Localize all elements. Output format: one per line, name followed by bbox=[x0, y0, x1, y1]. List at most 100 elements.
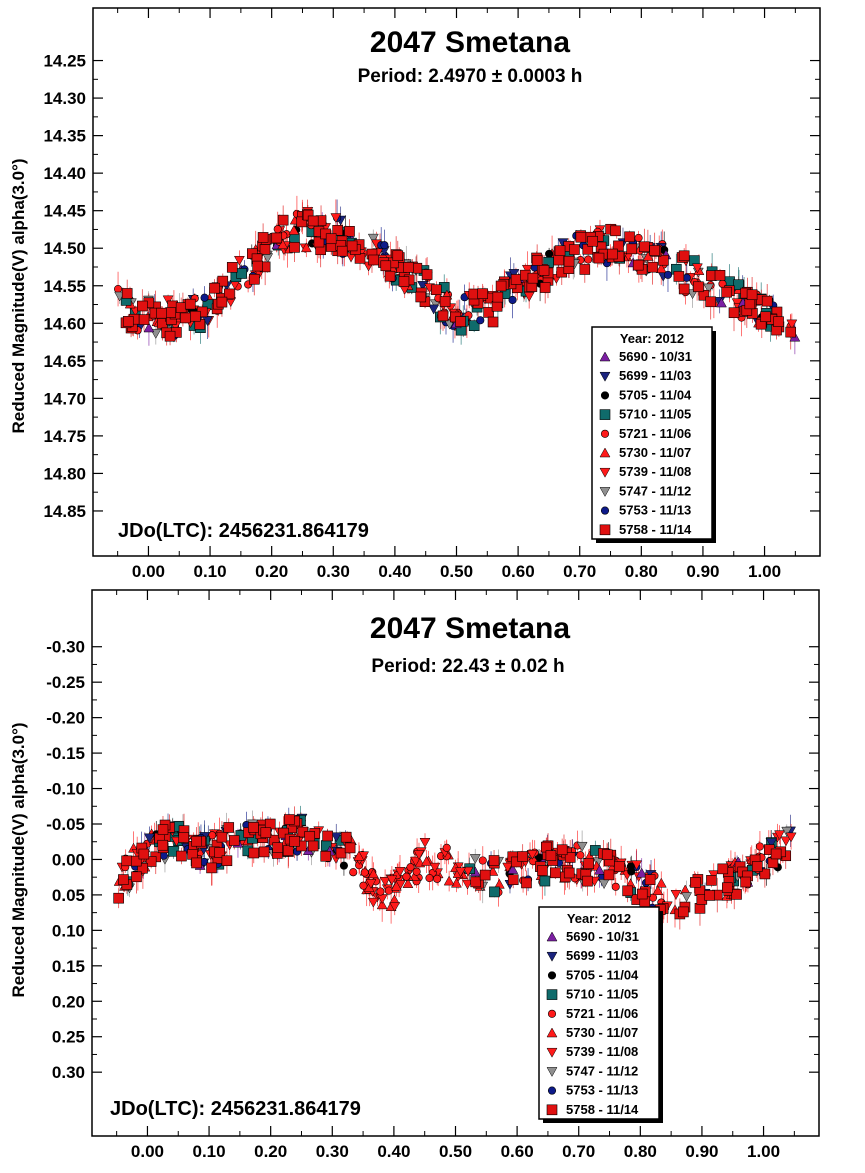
data-point bbox=[554, 245, 566, 256]
data-point bbox=[258, 846, 270, 858]
data-point bbox=[428, 304, 440, 315]
data-point bbox=[175, 302, 187, 313]
data-point bbox=[765, 838, 777, 849]
y-axis-ticks: -0.30 -0.25 -0.20 -0.15 -0.10 -0.05 0.00 0.05 0.… bbox=[46, 638, 819, 1082]
data-point bbox=[425, 874, 434, 883]
data-point bbox=[592, 857, 604, 868]
data-point bbox=[233, 255, 245, 266]
data-point bbox=[714, 270, 726, 281]
data-point bbox=[502, 862, 514, 873]
y-tick-label: 0.10 bbox=[52, 921, 85, 940]
data-point bbox=[406, 863, 415, 872]
legend-marker bbox=[546, 989, 558, 1000]
data-point bbox=[344, 225, 355, 237]
data-point bbox=[731, 889, 742, 900]
data-point bbox=[550, 867, 561, 879]
legend-marker bbox=[600, 391, 610, 400]
data-point bbox=[636, 888, 648, 900]
data-point bbox=[703, 283, 715, 294]
data-point bbox=[339, 861, 348, 870]
data-point bbox=[415, 291, 427, 303]
data-point bbox=[601, 849, 613, 861]
epoch-annotation: JDo(LTC): 2456231.864179 bbox=[118, 520, 369, 542]
data-point bbox=[523, 291, 535, 302]
data-point bbox=[627, 867, 636, 876]
data-point bbox=[614, 861, 625, 872]
data-point bbox=[206, 862, 217, 874]
data-point bbox=[751, 861, 763, 872]
data-point bbox=[221, 855, 233, 867]
y-tick-label: 14.85 bbox=[43, 502, 86, 521]
x-tick-label: 0.80 bbox=[624, 1142, 657, 1161]
data-point bbox=[611, 882, 620, 891]
data-point bbox=[340, 831, 352, 843]
data-point bbox=[553, 254, 565, 266]
data-point bbox=[773, 316, 784, 328]
data-point bbox=[442, 843, 451, 852]
data-point bbox=[138, 314, 150, 325]
data-point bbox=[282, 845, 294, 856]
data-point bbox=[191, 857, 202, 869]
data-point bbox=[113, 892, 124, 904]
data-point bbox=[693, 281, 704, 293]
data-point bbox=[489, 886, 500, 898]
data-point bbox=[462, 866, 474, 877]
data-point bbox=[733, 279, 744, 290]
data-point bbox=[248, 847, 260, 859]
data-point bbox=[336, 245, 348, 257]
legend-label: 5739 - 11/08 bbox=[566, 1044, 638, 1059]
data-point bbox=[368, 254, 380, 266]
data-point bbox=[639, 241, 650, 253]
legend: Year: 2012 5690 - 10/31 5699 - 11/03 5705 … bbox=[591, 326, 716, 543]
data-point bbox=[655, 263, 667, 273]
data-point bbox=[704, 890, 715, 901]
data-point bbox=[721, 286, 732, 298]
data-point bbox=[526, 850, 538, 860]
data-point bbox=[367, 868, 379, 879]
y-tick-label: 14.35 bbox=[43, 127, 86, 146]
data-point bbox=[365, 879, 377, 889]
y-tick-label: 14.75 bbox=[43, 427, 86, 446]
legend-label: 5721 - 11/06 bbox=[619, 426, 691, 441]
legend-label: 5747 - 11/12 bbox=[566, 1063, 638, 1078]
y-tick-label: 14.60 bbox=[43, 314, 86, 333]
y-tick-label: 14.50 bbox=[43, 239, 86, 258]
legend-marker bbox=[546, 1047, 558, 1058]
x-tick-label: 0.80 bbox=[625, 562, 658, 581]
x-tick-label: 0.40 bbox=[378, 562, 411, 581]
x-tick-label: 0.70 bbox=[563, 562, 596, 581]
data-points bbox=[114, 207, 801, 342]
y-tick-label: 14.45 bbox=[43, 202, 86, 221]
data-point bbox=[248, 822, 259, 833]
data-point bbox=[248, 273, 260, 285]
data-point bbox=[273, 225, 282, 234]
data-point bbox=[156, 307, 167, 319]
legend-label: 5753 - 11/13 bbox=[619, 503, 691, 518]
data-point bbox=[610, 225, 621, 237]
data-point bbox=[511, 856, 522, 868]
data-point bbox=[376, 899, 388, 910]
data-point bbox=[437, 310, 449, 322]
y-axis-ticks: 14.25 14.30 14.35 14.40 14.45 14.50 14.55 14.60… bbox=[43, 52, 820, 521]
y-tick-label: 0.00 bbox=[52, 850, 85, 869]
data-point bbox=[507, 864, 519, 874]
data-point bbox=[468, 288, 480, 300]
data-point bbox=[603, 869, 615, 881]
data-point bbox=[165, 307, 176, 318]
y-tick-label: -0.10 bbox=[46, 780, 85, 799]
data-point bbox=[626, 243, 637, 255]
data-point bbox=[200, 293, 209, 302]
data-point bbox=[755, 842, 764, 851]
data-point bbox=[353, 850, 365, 861]
data-point bbox=[492, 291, 504, 303]
data-point bbox=[563, 255, 575, 267]
data-point bbox=[455, 867, 466, 878]
data-point bbox=[236, 268, 247, 279]
data-point bbox=[216, 831, 228, 843]
legend-box bbox=[591, 326, 713, 540]
data-point bbox=[785, 832, 797, 843]
legend-label: 5758 - 11/14 bbox=[619, 522, 692, 537]
data-point bbox=[429, 862, 441, 873]
data-point bbox=[121, 855, 132, 867]
data-point bbox=[228, 835, 240, 846]
